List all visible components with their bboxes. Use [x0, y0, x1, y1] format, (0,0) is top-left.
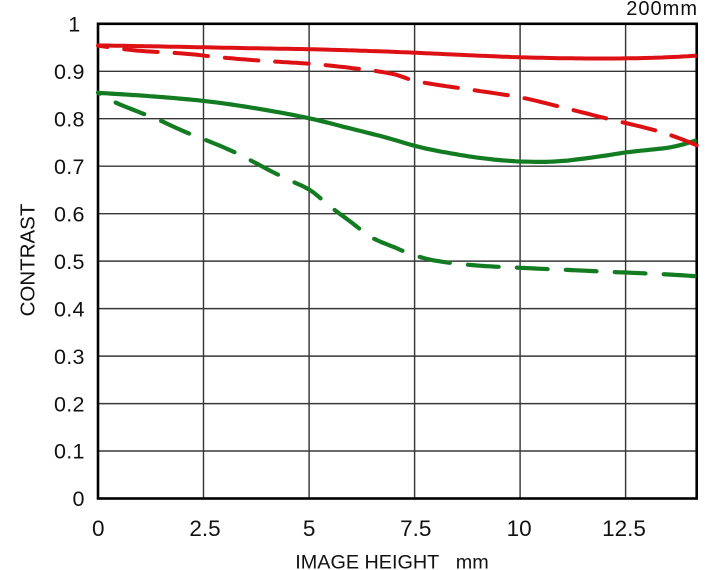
svg-text:0.4: 0.4: [54, 297, 85, 321]
svg-text:0: 0: [92, 516, 105, 541]
svg-text:2.5: 2.5: [189, 516, 220, 541]
svg-text:0.7: 0.7: [54, 155, 85, 179]
svg-text:0.2: 0.2: [54, 392, 85, 416]
svg-text:0.1: 0.1: [54, 440, 85, 464]
svg-text:0.9: 0.9: [54, 60, 85, 84]
svg-text:0: 0: [73, 487, 85, 511]
svg-text:7.5: 7.5: [400, 516, 431, 541]
svg-text:12.5: 12.5: [602, 516, 646, 541]
svg-text:10: 10: [507, 516, 532, 541]
svg-text:IMAGE HEIGHT mm: IMAGE HEIGHT mm: [295, 552, 488, 570]
svg-text:5: 5: [303, 516, 316, 541]
svg-text:0.8: 0.8: [54, 107, 85, 131]
svg-text:200mm: 200mm: [626, 0, 698, 20]
svg-text:CONTRAST: CONTRAST: [17, 203, 40, 316]
svg-text:0.5: 0.5: [54, 250, 85, 274]
svg-text:0.6: 0.6: [54, 202, 85, 226]
svg-text:0.3: 0.3: [54, 345, 85, 369]
svg-text:1: 1: [68, 13, 80, 37]
